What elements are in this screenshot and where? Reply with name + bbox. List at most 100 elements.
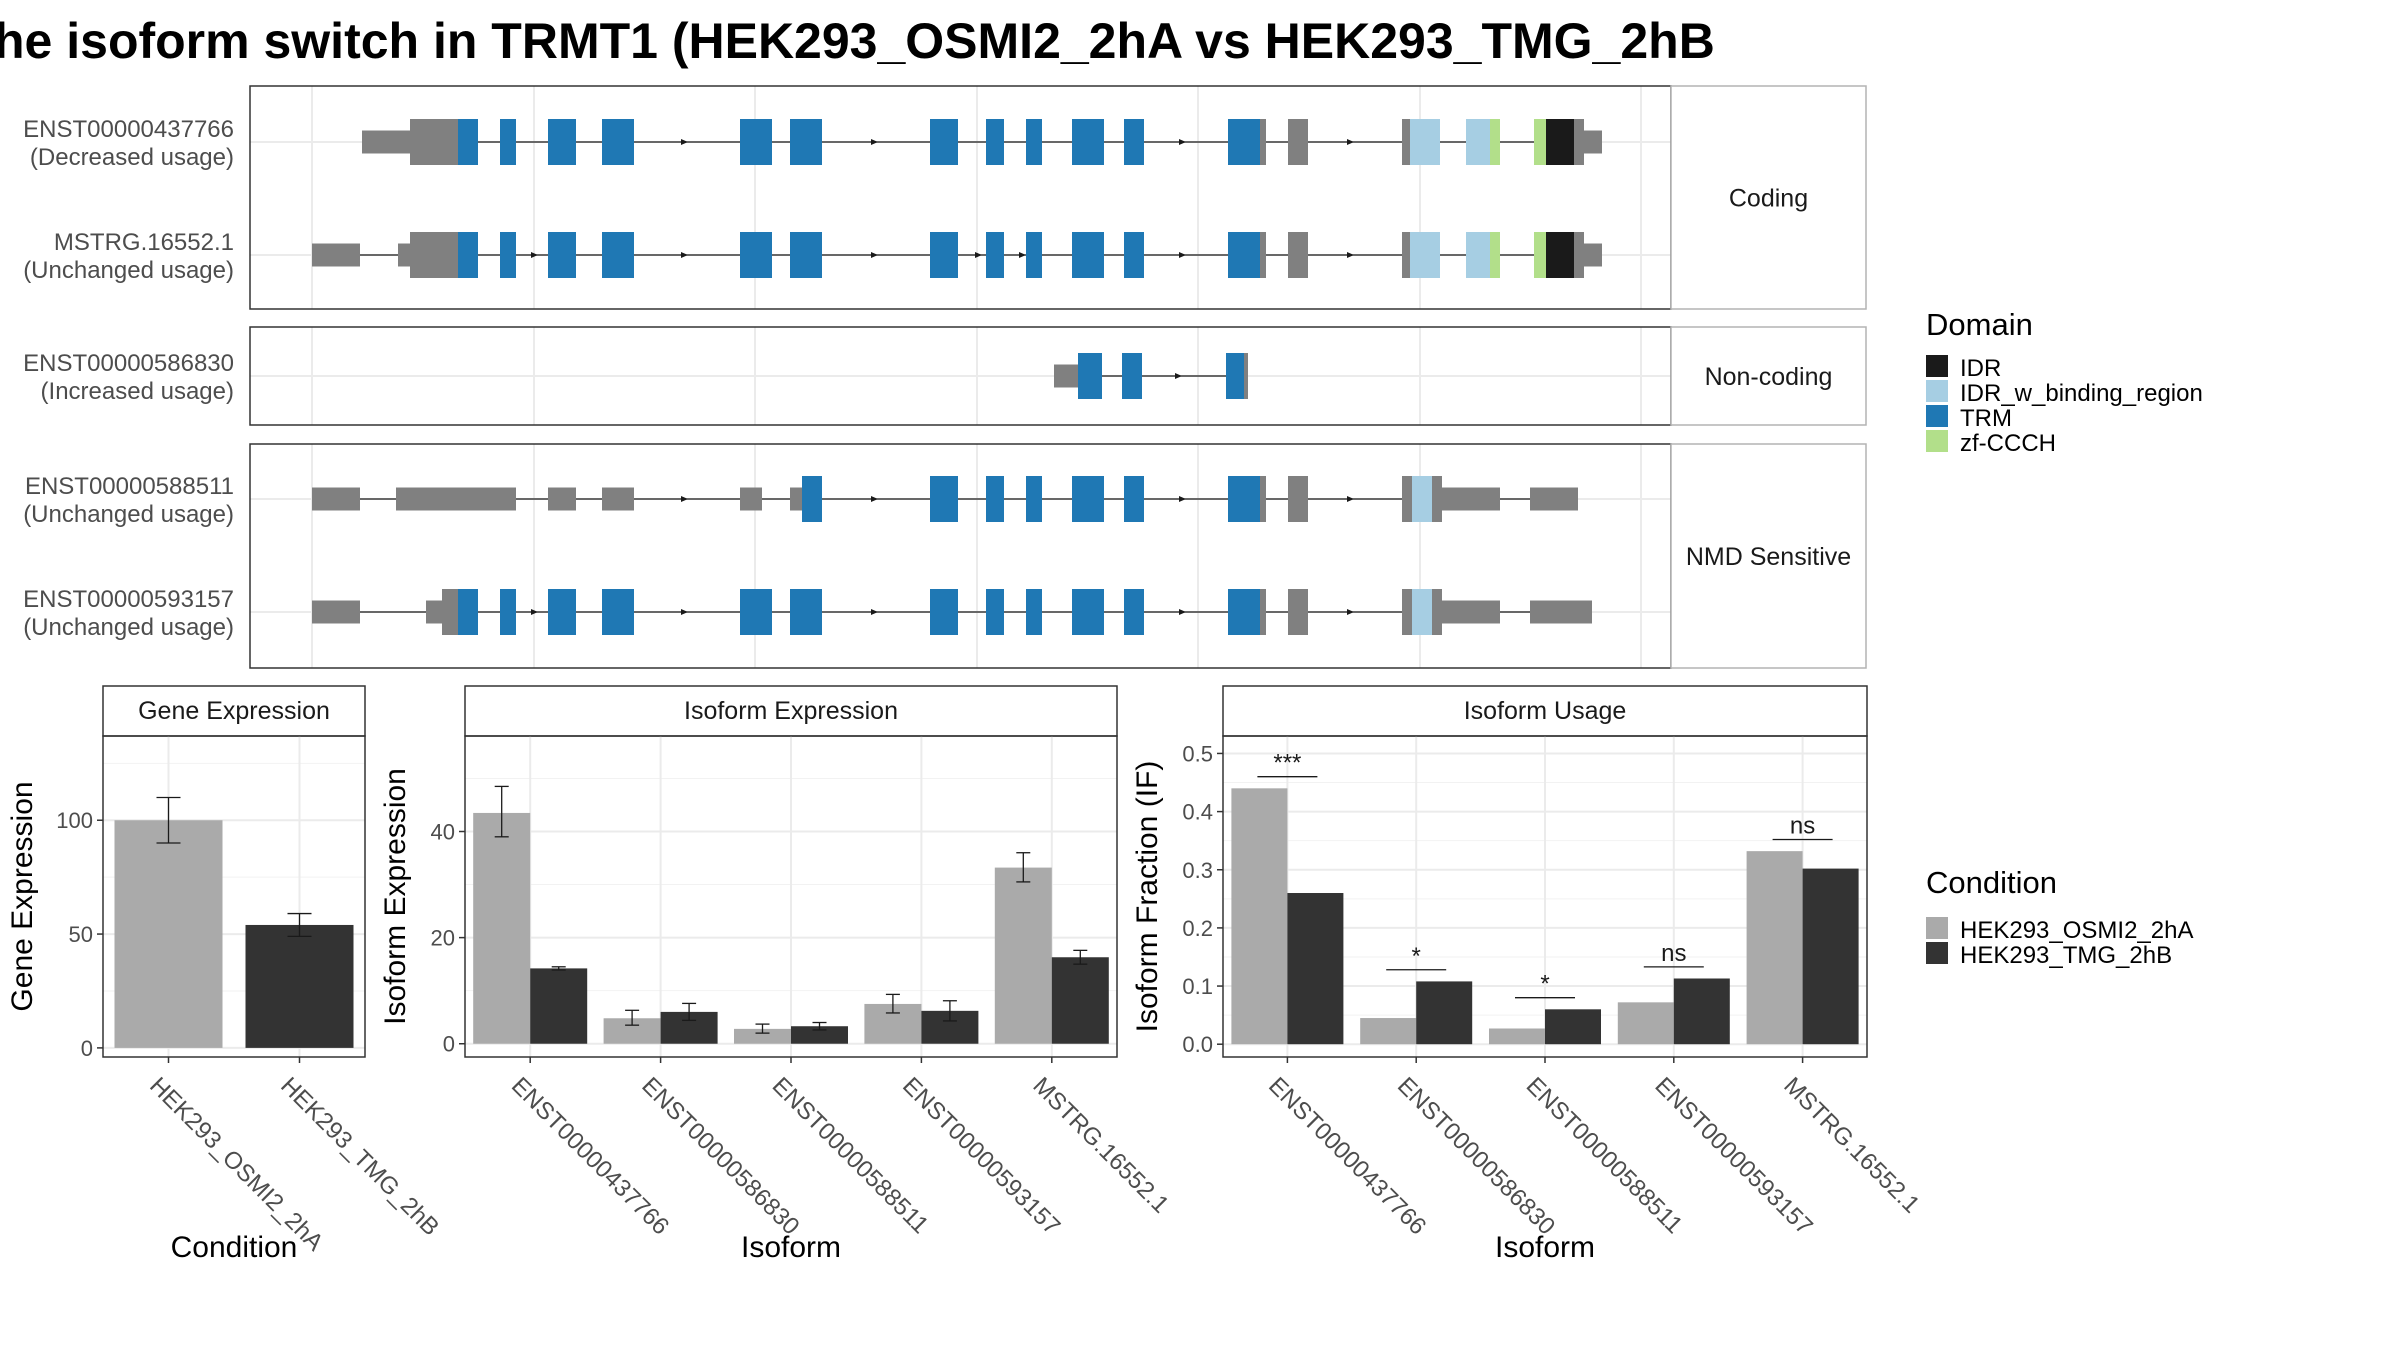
legend-label-trm: TRM xyxy=(1960,405,2012,432)
intron-direction-arrow xyxy=(1347,139,1354,145)
structure-group-label: Coding xyxy=(1729,185,1808,213)
exon-trm xyxy=(740,119,772,165)
utr-exon xyxy=(362,130,410,154)
bar-hek293-osmi2-2ha-enst00000586830 xyxy=(1360,1018,1417,1045)
isoform-track-enst00000586830: ENST00000586830(Increased usage) xyxy=(23,350,1248,405)
legend-key-zf-ccch xyxy=(1926,430,1948,452)
utr-exon xyxy=(312,243,360,267)
panel-strip xyxy=(1222,685,1868,737)
exon-trm xyxy=(1124,476,1144,522)
utr-exon xyxy=(398,243,410,267)
exon-zf-ccch xyxy=(1534,119,1546,165)
bar-hek293-tmg-2hb-enst00000588511 xyxy=(791,1026,848,1044)
legend-label-idr: IDR xyxy=(1960,355,2001,382)
utr-exon xyxy=(1260,589,1266,635)
structure-group-non-coding: ENST00000586830(Increased usage) Non-codi… xyxy=(23,326,1867,426)
exon-trm xyxy=(986,589,1004,635)
utr-exon xyxy=(1288,476,1308,522)
exon-idr-w-binding-region xyxy=(1412,589,1432,635)
structure-group-coding: ENST00000437766(Decreased usage) MSTRG.16… xyxy=(23,85,1867,310)
isoform-expression-panel: Isoform Expression02040ENST00000437766EN… xyxy=(379,685,1174,1264)
exon-trm xyxy=(602,589,634,635)
y-tick-label: 0 xyxy=(81,1036,93,1061)
intron-direction-arrow xyxy=(1179,252,1186,258)
utr-exon xyxy=(396,487,516,511)
bar-hek293-osmi2-2ha-enst00000437766 xyxy=(473,812,531,1044)
utr-exon xyxy=(410,119,458,165)
y-tick-label: 0.3 xyxy=(1182,858,1213,883)
utr-exon xyxy=(1260,119,1266,165)
exon-trm xyxy=(1072,119,1104,165)
utr-exon xyxy=(1442,600,1500,624)
utr-exon xyxy=(312,487,360,511)
x-tick-label: MSTRG.16552.1 xyxy=(1028,1072,1174,1218)
bar-hek293-osmi2-2ha-enst00000593157 xyxy=(1617,1002,1674,1045)
legend-key-idr xyxy=(1926,355,1948,377)
isoform-usage-label: (Decreased usage) xyxy=(30,144,234,171)
bar-hek293-osmi2-2ha xyxy=(114,820,223,1048)
intron-direction-arrow xyxy=(871,252,878,258)
utr-exon xyxy=(1530,600,1592,624)
condition-legend-title: Condition xyxy=(1926,865,2057,900)
exon-trm xyxy=(790,119,822,165)
y-tick-label: 0.0 xyxy=(1182,1032,1213,1057)
figure-title: he isoform switch in TRMT1 (HEK293_OSMI2… xyxy=(0,13,1715,69)
utr-exon xyxy=(1432,476,1442,522)
exon-trm xyxy=(1228,119,1260,165)
exon-trm xyxy=(458,232,478,278)
structure-group-strip xyxy=(1670,85,1867,310)
isoform-usage-label: (Unchanged usage) xyxy=(23,614,234,641)
exon-trm xyxy=(1026,232,1042,278)
utr-exon xyxy=(1288,589,1308,635)
bar-hek293-tmg-2hb-enst00000437766 xyxy=(530,968,588,1044)
isoform-track-enst00000588511: ENST00000588511(Unchanged usage) xyxy=(23,473,1578,528)
bar-hek293-tmg-2hb-enst00000593157 xyxy=(1673,978,1730,1045)
utr-exon xyxy=(1402,589,1412,635)
exon-trm xyxy=(500,232,516,278)
domain-legend-title: Domain xyxy=(1926,307,2033,342)
intron-direction-arrow xyxy=(1175,373,1182,379)
intron-direction-arrow xyxy=(871,139,878,145)
exon-trm xyxy=(1072,232,1104,278)
intron-direction-arrow xyxy=(1179,139,1186,145)
exon-trm xyxy=(458,119,478,165)
intron-direction-arrow xyxy=(1347,609,1354,615)
domain-legend: Domain IDR IDR_w_binding_region TRM zf-C… xyxy=(1926,307,2203,457)
utr-exon xyxy=(1054,364,1078,388)
bar-hek293-osmi2-2ha-enst00000437766 xyxy=(1231,788,1288,1045)
exon-trm xyxy=(1124,589,1144,635)
exon-trm xyxy=(1078,353,1102,399)
utr-exon xyxy=(426,600,442,624)
exon-trm xyxy=(802,476,822,522)
exon-trm xyxy=(1228,232,1260,278)
utr-exon xyxy=(1584,130,1602,154)
panel-title: Gene Expression xyxy=(138,697,330,725)
exon-trm xyxy=(1122,353,1142,399)
panel-title: Isoform Usage xyxy=(1464,697,1627,725)
exon-trm xyxy=(1124,232,1144,278)
isoform-id-label: ENST00000586830 xyxy=(23,350,234,377)
structure-group-strip xyxy=(1670,443,1867,669)
y-axis-title: Isoform Expression xyxy=(379,768,412,1025)
utr-exon xyxy=(312,600,360,624)
utr-exon xyxy=(1442,487,1500,511)
utr-exon xyxy=(410,232,458,278)
utr-exon xyxy=(602,487,634,511)
structure-group-nmd-sensitive: ENST00000588511(Unchanged usage)ENST0000… xyxy=(23,443,1867,669)
exon-trm xyxy=(1228,589,1260,635)
significance-label: * xyxy=(1540,971,1549,998)
exon-trm xyxy=(1072,589,1104,635)
exon-trm xyxy=(930,589,958,635)
intron-direction-arrow xyxy=(1179,609,1186,615)
significance-label: ns xyxy=(1661,940,1686,967)
utr-exon xyxy=(1574,119,1584,165)
x-axis-title: Condition xyxy=(171,1231,298,1264)
utr-exon xyxy=(548,487,576,511)
exon-trm xyxy=(930,476,958,522)
bar-hek293-tmg-2hb-enst00000437766 xyxy=(1287,893,1344,1045)
structure-group-strip xyxy=(1670,326,1867,426)
legend-label-idr-binding: IDR_w_binding_region xyxy=(1960,380,2203,407)
exon-zf-ccch xyxy=(1534,232,1546,278)
intron-direction-arrow xyxy=(871,609,878,615)
